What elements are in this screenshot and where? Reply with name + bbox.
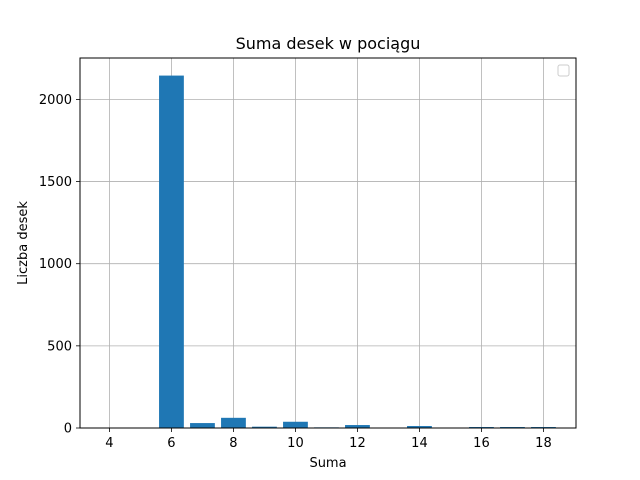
x-tick-label: 16 <box>473 436 490 451</box>
x-tick-label: 18 <box>535 436 552 451</box>
bar <box>345 425 370 428</box>
x-axis-ticks: 4 6 8 10 12 14 16 18 <box>105 428 552 451</box>
bar <box>190 423 215 428</box>
bar <box>221 417 246 428</box>
bar <box>283 421 308 428</box>
y-tick-label: 500 <box>47 339 72 354</box>
x-tick-label: 8 <box>229 436 237 451</box>
y-tick-label: 1000 <box>39 257 72 272</box>
legend <box>557 64 570 77</box>
bar <box>407 426 432 428</box>
x-tick-label: 14 <box>411 436 428 451</box>
y-axis-ticks: 0 500 1000 1500 2000 <box>39 93 80 437</box>
y-tick-label: 2000 <box>39 93 72 108</box>
chart-title: Suma desek w pociągu <box>236 34 421 53</box>
y-tick-label: 1500 <box>39 175 72 190</box>
x-tick-label: 12 <box>349 436 366 451</box>
x-axis-label: Suma <box>309 456 346 471</box>
x-tick-label: 6 <box>167 436 175 451</box>
bars <box>159 75 556 428</box>
grid <box>80 58 576 429</box>
bar <box>159 75 184 428</box>
y-axis-label: Liczba desek <box>16 201 31 285</box>
x-tick-label: 4 <box>105 436 113 451</box>
legend-box <box>557 64 570 77</box>
y-tick-label: 0 <box>64 422 72 437</box>
x-tick-label: 10 <box>287 436 304 451</box>
plot-frame <box>79 57 577 429</box>
bar <box>252 426 277 428</box>
